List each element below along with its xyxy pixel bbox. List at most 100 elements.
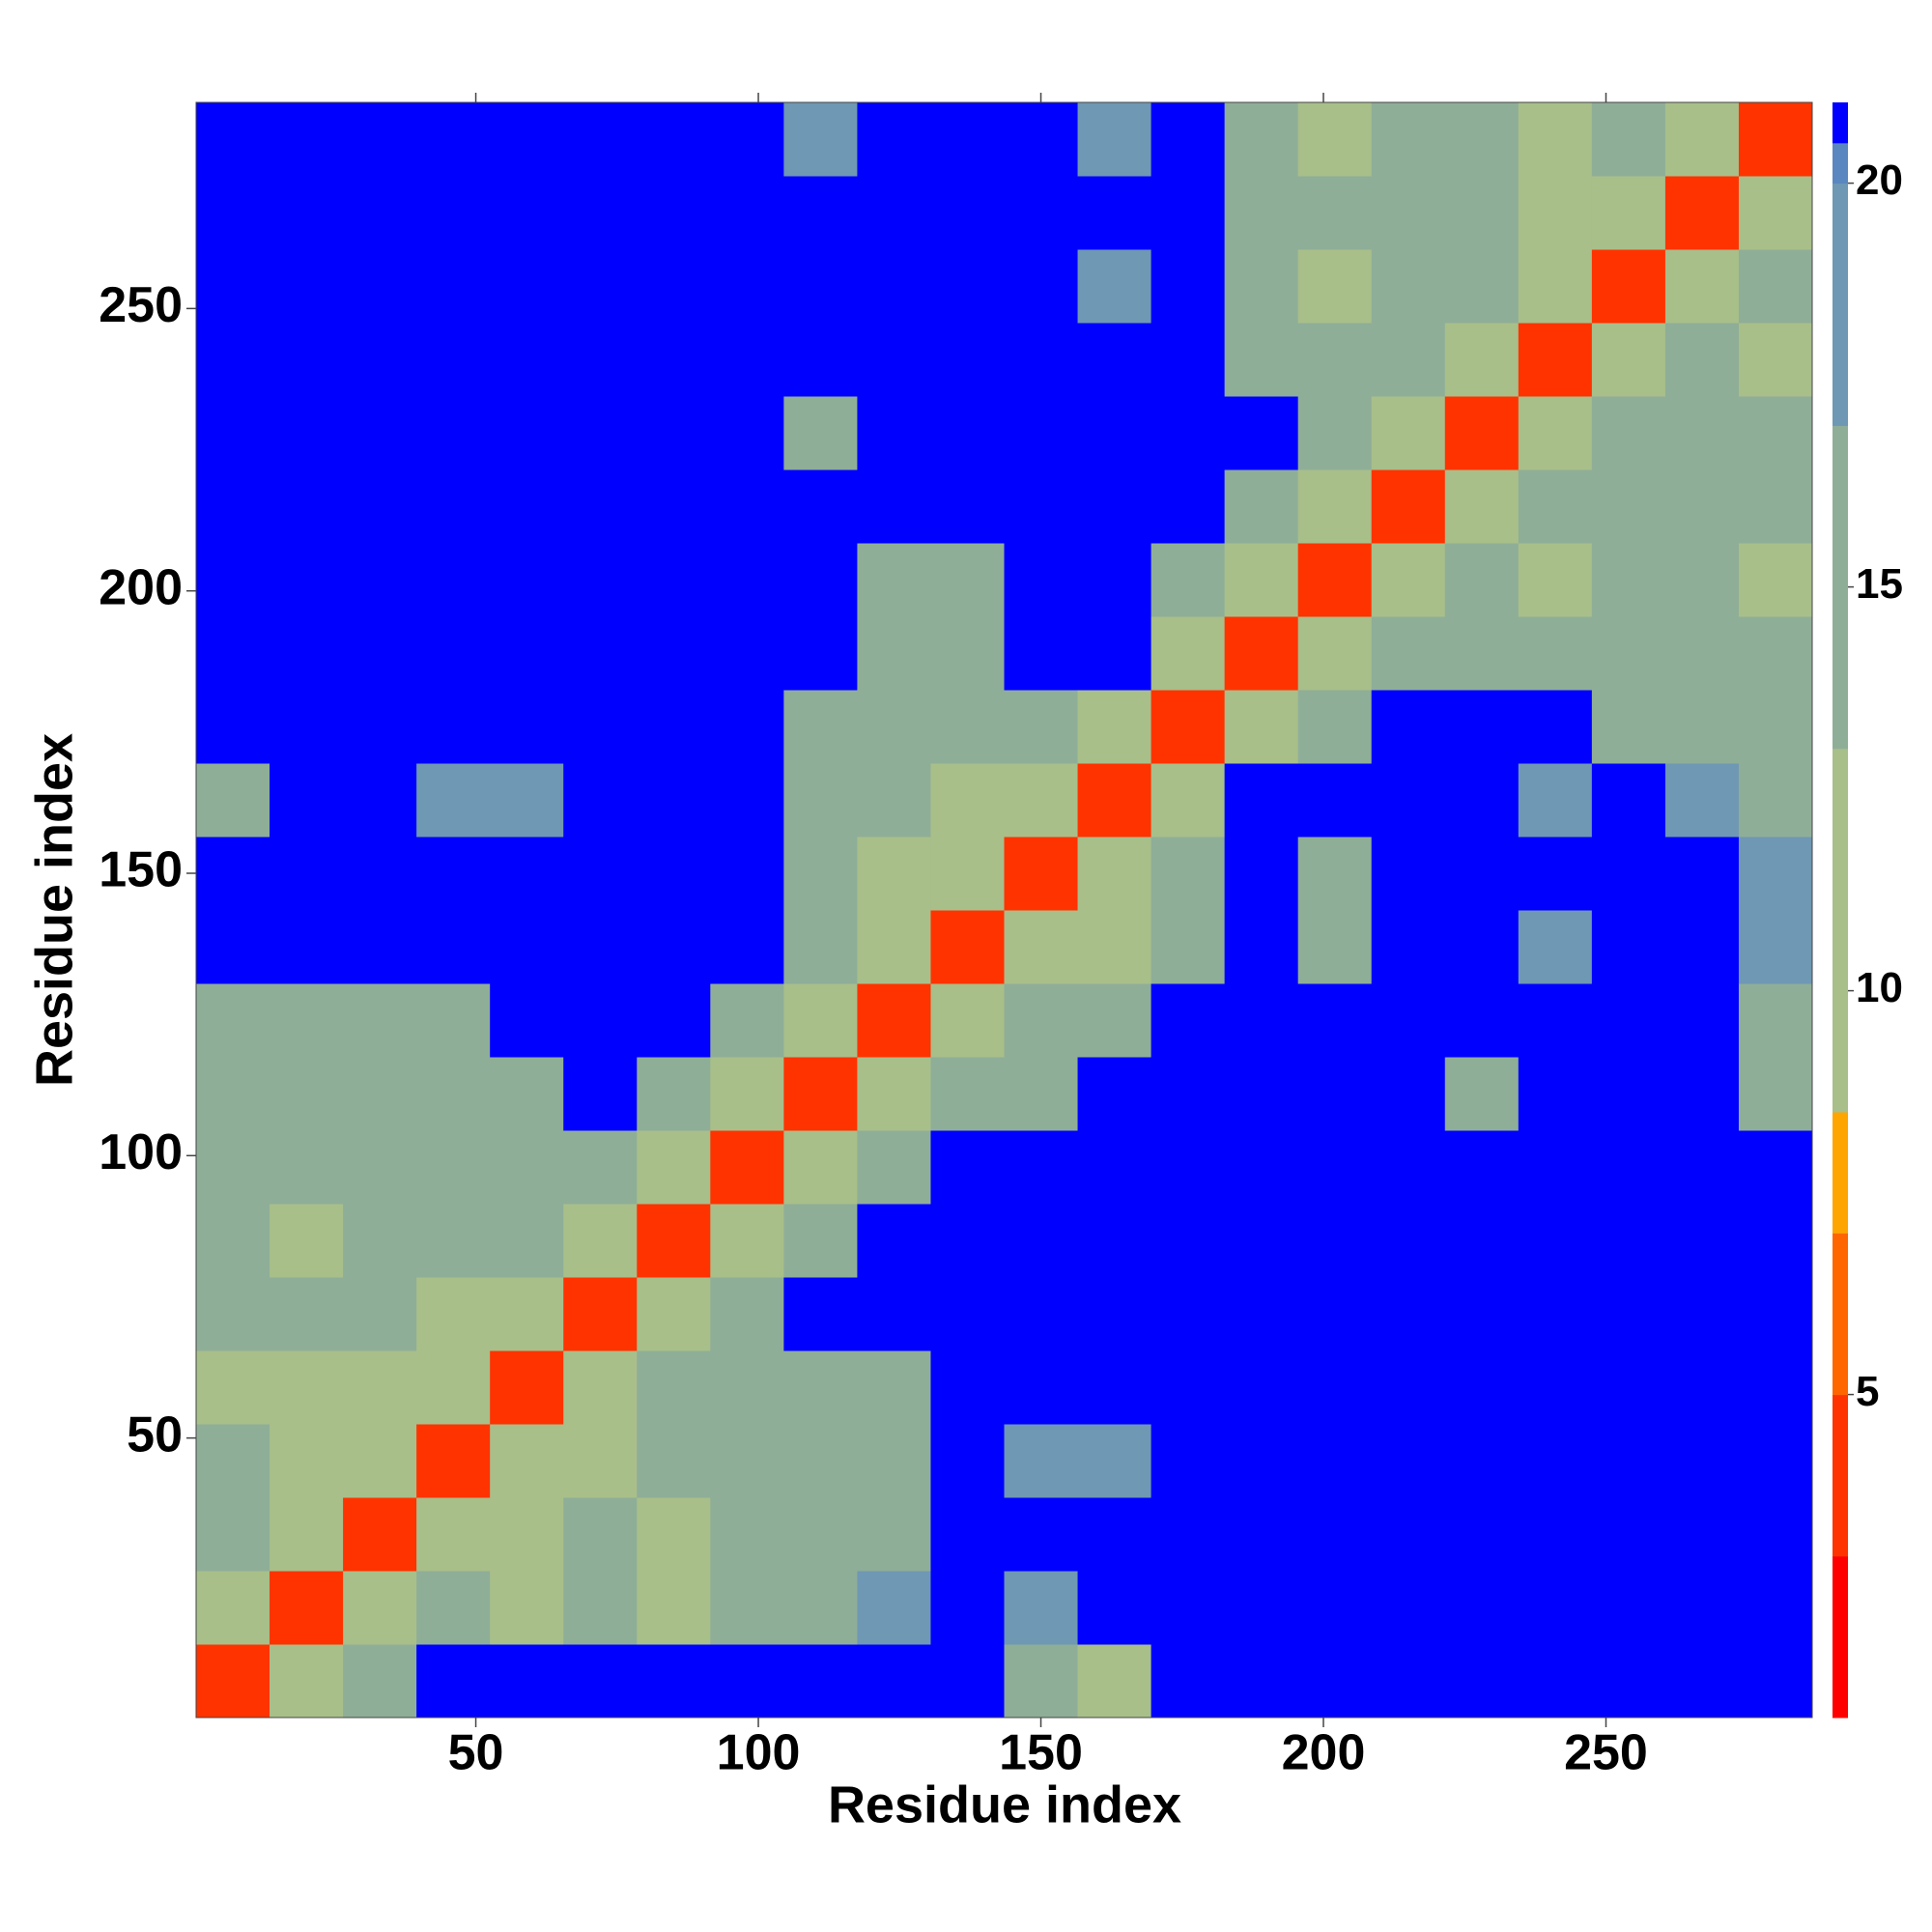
heat-cell: [1151, 1497, 1226, 1572]
heat-cell: [270, 249, 344, 324]
heat-cell: [1224, 763, 1299, 838]
heat-cell: [1444, 323, 1520, 397]
heat-cell: [270, 176, 344, 250]
heat-cell: [343, 323, 417, 397]
x-tick-label: 100: [717, 1725, 801, 1781]
heat-cell: [857, 1277, 931, 1351]
heat-cell: [1151, 1644, 1226, 1718]
heat-cell: [270, 1424, 344, 1498]
heat-cell: [1738, 1644, 1812, 1718]
heat-cell: [1004, 1424, 1079, 1498]
heat-cell: [1077, 1497, 1152, 1572]
heat-cell: [1004, 983, 1079, 1058]
heat-cell: [783, 1424, 858, 1498]
heat-cell: [1518, 1277, 1593, 1351]
heat-cell: [343, 1130, 417, 1205]
heat-cell: [857, 102, 931, 177]
heat-cell: [1518, 910, 1593, 984]
heat-cell: [930, 616, 1005, 691]
heat-cell: [1151, 543, 1226, 617]
heat-cell: [563, 837, 638, 911]
heat-cell: [930, 1497, 1005, 1572]
heat-cell: [1738, 1350, 1812, 1425]
heat-cell: [1004, 176, 1079, 250]
heat-cell: [1077, 1350, 1152, 1425]
heat-cell: [1151, 176, 1226, 250]
heat-cell: [1004, 763, 1079, 838]
heat-cell: [857, 1204, 931, 1278]
heat-cell: [710, 1644, 784, 1718]
heat-cell: [1591, 176, 1666, 250]
heat-cell: [416, 910, 491, 984]
heat-cell: [1664, 469, 1740, 544]
heat-cell: [1297, 1497, 1373, 1572]
heat-cell: [1224, 249, 1299, 324]
heat-cell: [637, 1424, 711, 1498]
heat-cell: [1738, 1571, 1812, 1645]
heat-cell: [1371, 1277, 1446, 1351]
colorbar-tick-label: 20: [1856, 156, 1903, 204]
heat-cell: [1591, 1130, 1666, 1205]
heat-cell: [1151, 616, 1226, 691]
heat-cell: [563, 543, 638, 617]
heat-cell: [1004, 323, 1079, 397]
heat-cell: [1591, 323, 1666, 397]
heat-cell: [563, 763, 638, 838]
heat-cell: [1077, 543, 1152, 617]
heat-cell: [270, 1644, 344, 1718]
heat-cell: [1444, 396, 1520, 470]
heat-cell: [490, 983, 564, 1058]
heat-cell: [930, 1057, 1005, 1131]
heat-cell: [1444, 1057, 1520, 1131]
heat-cell: [1444, 1571, 1520, 1645]
heat-cell: [1591, 1497, 1666, 1572]
heat-cell: [1004, 1350, 1079, 1425]
heat-cell: [196, 469, 270, 544]
heat-cell: [1738, 1424, 1812, 1498]
heat-cell: [1004, 469, 1079, 544]
heat-cell: [270, 323, 344, 397]
heat-cell: [1591, 763, 1666, 838]
heat-cell: [1738, 1130, 1812, 1205]
heat-cell: [1077, 837, 1152, 911]
heat-cell: [1224, 1497, 1299, 1572]
heat-cell: [1151, 910, 1226, 984]
heat-cell: [563, 1497, 638, 1572]
heat-cell: [1077, 1571, 1152, 1645]
x-tick-label: 250: [1564, 1725, 1648, 1781]
heat-cell: [563, 1130, 638, 1205]
x-tick-label: 200: [1282, 1725, 1366, 1781]
heat-cell: [1004, 910, 1079, 984]
heat-cell: [196, 837, 270, 911]
heat-cell: [1077, 323, 1152, 397]
heat-cell: [1444, 102, 1520, 177]
heat-cell: [416, 1130, 491, 1205]
heat-cell: [930, 1350, 1005, 1425]
heat-cell: [857, 1130, 931, 1205]
heat-cell: [1664, 1350, 1740, 1425]
heat-cell: [563, 1644, 638, 1718]
heat-cell: [196, 1571, 270, 1645]
colorbar-band: [1833, 142, 1848, 185]
heat-cell: [783, 1057, 858, 1131]
heat-cell: [270, 543, 344, 617]
heat-cell: [930, 837, 1005, 911]
heat-cell: [1444, 690, 1520, 764]
heat-cell: [1297, 469, 1373, 544]
heat-cell: [783, 323, 858, 397]
heat-cell: [637, 102, 711, 177]
heat-cell: [563, 616, 638, 691]
heat-cell: [343, 1424, 417, 1498]
heat-cell: [637, 1277, 711, 1351]
heat-cell: [563, 1057, 638, 1131]
heat-cell: [1004, 1277, 1079, 1351]
heat-cell: [783, 983, 858, 1058]
heat-cell: [1738, 176, 1812, 250]
heat-cell: [1591, 1057, 1666, 1131]
heat-cell: [637, 983, 711, 1058]
heat-cell: [1444, 469, 1520, 544]
heat-cell: [1077, 763, 1152, 838]
heat-cell: [490, 249, 564, 324]
colorbar-band: [1833, 748, 1848, 1113]
